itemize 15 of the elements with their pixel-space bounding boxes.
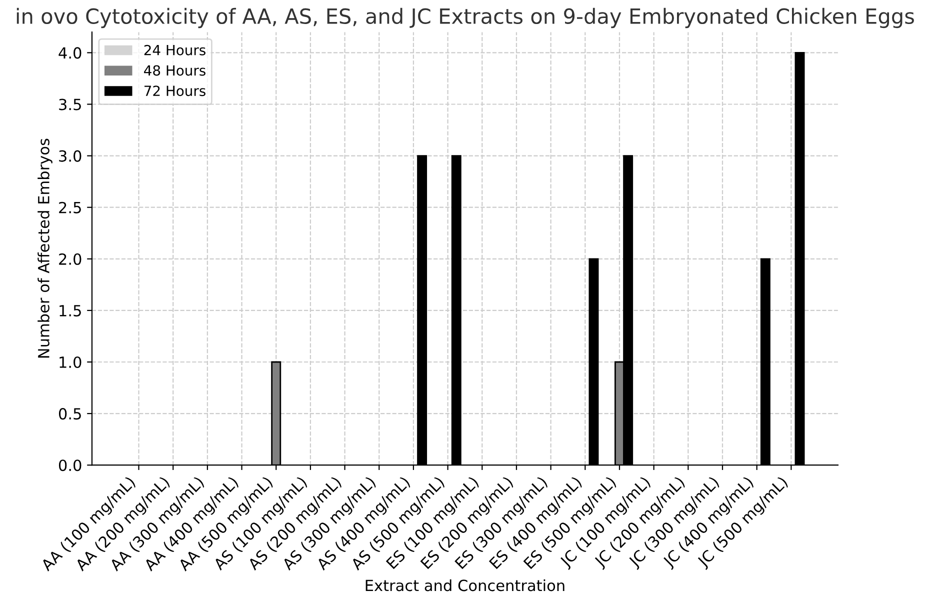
legend-label: 48 Hours (144, 65, 206, 76)
legend-label: 24 Hours (144, 44, 206, 56)
legend-label: 72 Hours (144, 86, 206, 96)
y-tick-label: 2.0 (59, 253, 82, 265)
x-axis-title: Extract and Concentration (366, 579, 564, 592)
chart-title: in ovo Cytotoxicity of AA, AS, ES, and JC Extracts on 9-day Embryonated Chicken Eggs (16, 8, 914, 28)
y-tick-label: 3.5 (59, 98, 81, 110)
y-tick-label: 0.5 (58, 408, 81, 420)
y-axis-title: Number of Affected Embryos (38, 138, 52, 358)
y-tick-label: 1.5 (60, 305, 81, 316)
y-tick-label: 3.0 (59, 150, 82, 162)
y-tick-label: 0.0 (58, 460, 82, 472)
y-tick-label: 4.0 (58, 47, 82, 59)
y-tick-label: 2.5 (59, 202, 81, 214)
y-tick-label: 1.0 (60, 356, 82, 368)
